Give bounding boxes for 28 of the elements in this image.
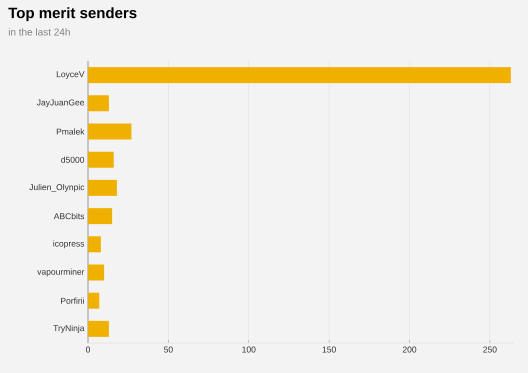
y-tick-label: vapourminer: [37, 268, 84, 276]
bar: [88, 264, 104, 281]
y-tick-label: JayJuanGee: [36, 99, 84, 108]
y-tick-label: Porfirii: [61, 298, 84, 304]
bar: [88, 95, 109, 112]
y-tick-label: ABCbits: [54, 212, 84, 220]
bar: [88, 67, 511, 84]
bar: [88, 208, 112, 224]
x-tick-label: 200: [402, 346, 416, 353]
chart-subtitle: in the last 24h: [8, 28, 70, 36]
bar: [88, 124, 132, 140]
bar: [88, 236, 101, 252]
x-tick-label: 50: [164, 346, 173, 353]
bar: [88, 180, 117, 196]
bar: [88, 292, 100, 309]
x-tick-label: 150: [322, 346, 336, 353]
y-tick-label: Pmalek: [56, 128, 84, 135]
y-tick-label: TryNinja: [53, 324, 84, 333]
y-tick-label: icopress: [53, 240, 84, 248]
y-tick-label: d5000: [61, 156, 84, 163]
bar: [88, 152, 114, 168]
bar: [88, 320, 109, 337]
y-tick-label: Julien_Olynpic: [29, 184, 84, 192]
x-tick-label: 0: [86, 346, 90, 353]
x-tick-label: 250: [483, 346, 497, 353]
chart-title: Top merit senders: [8, 7, 136, 22]
x-tick-label: 100: [242, 346, 256, 353]
y-tick-label: LoyceV: [56, 71, 84, 79]
